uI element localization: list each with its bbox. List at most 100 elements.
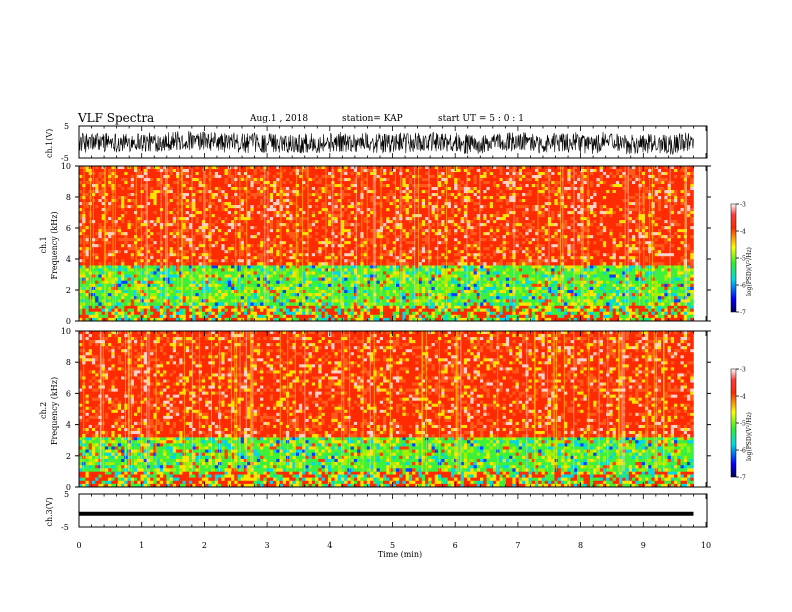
spectrogram-cell [463,305,468,309]
spectrogram-cell [632,286,636,291]
spectrogram-cell [638,296,643,300]
spectrogram-cell [638,277,643,281]
spectrogram-cell [492,305,497,309]
spectrogram-cell [163,265,167,269]
spectrogram-cell [85,205,89,209]
spectrogram-cell [188,226,193,230]
spectrogram-cell [392,265,397,269]
spectrogram-cell [573,305,578,309]
spectrogram-cell [509,265,513,269]
spectrogram-cell [557,302,562,306]
spectrogram-cell [353,290,358,294]
spectrogram-cell [628,280,633,285]
spectrogram-cell [667,296,672,300]
spectrogram-cell [237,274,241,278]
spectrogram-cell [121,205,125,209]
spectrogram-cell [198,314,203,319]
spectrogram-cell [137,193,141,197]
spectrogram-cell [366,293,371,297]
spectrogram-cell [79,280,83,285]
spectrogram-cell [489,296,494,300]
spectrogram-cell [328,302,332,306]
spectrogram-cell [95,259,99,263]
spectrogram-cell [182,317,187,322]
spectrogram-cell [211,271,216,275]
spectrogram-cell [182,244,187,248]
spectrogram-cell [473,290,478,294]
spectrogram-cell [583,308,588,312]
spectrogram-cell [211,317,216,322]
spectrogram-cell [166,223,170,227]
spectrogram-cell [198,271,203,275]
spectrogram-cell [386,274,390,278]
spectrogram-cell [98,244,102,248]
spectrogram-cell [124,308,128,312]
spectrogram-cell [224,265,229,269]
spectrogram-cell [101,311,106,316]
spectrogram-cell [163,217,167,221]
spectrogram-cell [434,286,439,291]
spectrogram-cell [295,274,300,278]
spectrogram-cell [357,265,361,269]
spectrogram-cell [192,172,196,176]
spectrogram-cell [473,265,478,269]
spectrogram-cell [163,296,167,300]
spectrogram-cell [188,208,193,212]
spectrogram-cell [467,274,471,278]
spectrogram-cell [188,214,193,218]
spectrogram-cell [502,271,507,275]
spectrogram-cell [101,241,106,245]
spectrogram-cell [221,302,225,306]
spectrogram-cell [224,205,229,209]
spectrogram-cell [324,290,329,294]
spectrogram-cell [231,268,235,272]
spectrogram-cell [253,271,258,275]
spectrogram-cell [95,208,99,212]
spectrogram-cell [295,268,300,272]
spectrogram-cell [383,265,387,269]
spectrogram-cell [302,277,306,281]
spectrogram-cell [121,241,125,245]
spectrogram-cell [596,277,600,281]
spectrogram-cell [108,205,112,209]
spectrogram-cell [98,196,102,200]
spectrogram-cell [370,299,374,303]
spectrogram-cell [211,253,216,257]
spectrogram-cell [256,317,261,322]
spectrogram-cell [450,311,455,316]
spectrogram-cell [163,190,167,194]
spectrogram-cell [79,217,83,221]
spectrogram-cell [489,317,494,322]
spectrogram-cell [505,314,510,319]
spectrogram-cell [104,293,109,297]
spectrogram-cell [674,274,678,278]
spectrogram-cell [114,226,119,230]
spectrogram-cell [146,166,151,170]
spectrogram-cell [289,311,293,316]
spectrogram-cell [159,247,164,251]
spectrogram-cell [622,274,626,278]
spectrogram-cell [124,286,128,291]
spectrogram-cell [150,217,154,221]
spectrogram-cell [570,277,575,281]
spectrogram-cell [153,271,157,275]
spectrogram-cell [638,305,643,309]
spectrogram-cell [276,293,280,297]
spectrogram-cell [227,184,232,188]
spectrogram-cell [363,302,368,306]
spectrogram-cell [386,317,390,322]
spectrogram-cell [450,302,455,306]
spectrogram-cell [437,265,442,269]
spectrogram-cell [124,259,128,263]
spectrogram-cell [321,308,326,312]
spectrogram-cell [680,290,685,294]
spectrogram-cell [163,268,167,272]
spectrogram-cell [104,184,109,188]
spectrogram-cell [124,190,128,194]
spectrogram-cell [101,175,106,179]
spectrogram-cell [108,314,112,319]
spectrogram-cell [127,265,132,269]
spectrogram-cell [612,293,617,297]
spectrogram-cell [577,302,581,306]
spectrogram-cell [156,208,161,212]
